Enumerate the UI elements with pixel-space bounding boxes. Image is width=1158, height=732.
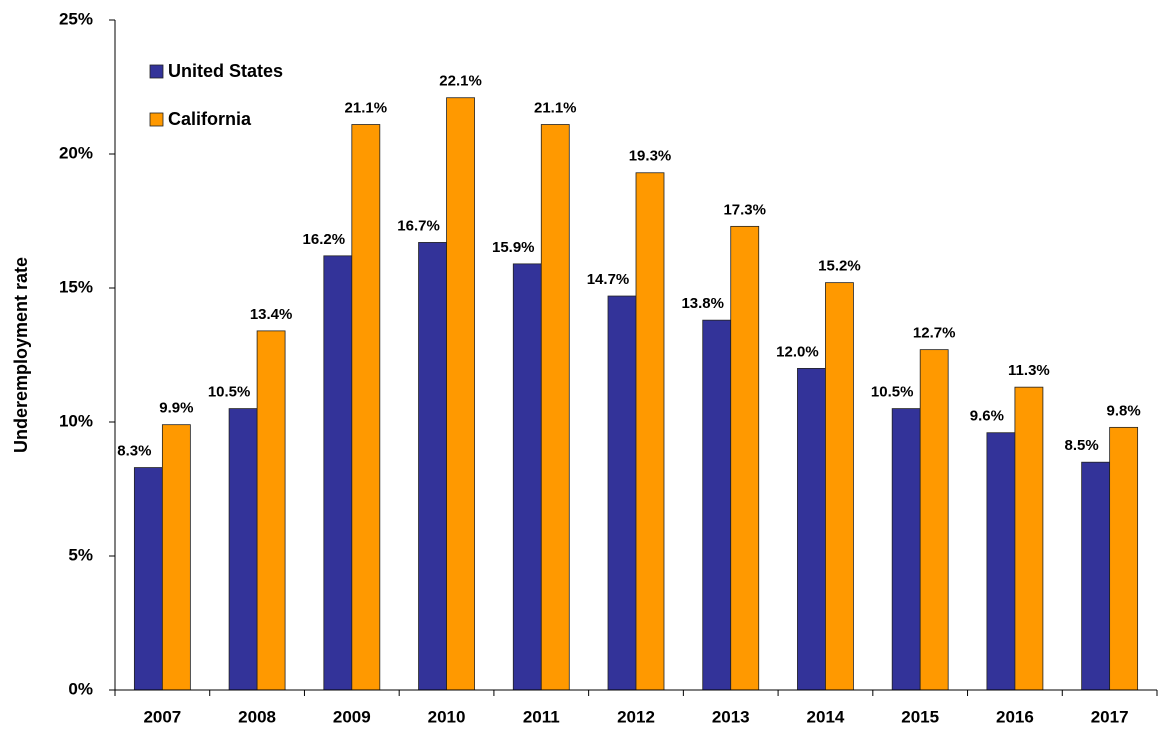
bar [512,263,542,691]
y-tick-label: 15% [59,277,93,296]
bar [351,124,381,691]
value-label: 16.7% [397,217,440,234]
value-label: 15.9% [492,239,535,256]
y-tick-label: 0% [68,679,93,698]
y-tick-label: 10% [59,411,93,430]
bar [919,349,949,691]
value-label: 19.3% [629,148,672,165]
legend-label: United States [168,61,283,81]
x-tick-label: 2010 [428,707,466,726]
value-label: 13.4% [250,306,293,323]
value-label: 8.3% [117,443,151,460]
bar [797,367,826,691]
x-tick-label: 2015 [901,707,939,726]
value-label: 10.5% [208,384,251,401]
legend-swatch [149,64,164,79]
bar [446,97,475,691]
value-label: 12.7% [913,325,956,342]
value-label: 11.3% [1008,362,1050,379]
bar [1109,426,1139,691]
value-label: 16.2% [303,231,346,248]
y-tick-label: 25% [59,9,93,28]
y-axis-label: Underemployment rate [11,257,31,453]
x-tick-label: 2013 [712,707,750,726]
value-label: 9.8% [1107,402,1141,419]
bar [1014,386,1044,691]
bar [607,295,637,691]
value-label: 9.9% [159,400,193,417]
value-label: 9.6% [970,408,1004,425]
value-label: 14.7% [587,271,630,288]
x-tick-label: 2009 [333,707,371,726]
legend-label: California [168,109,252,129]
value-label: 12.0% [776,343,819,360]
bar [825,282,854,691]
x-tick-label: 2008 [238,707,276,726]
bar [730,225,760,691]
value-label: 8.5% [1065,437,1099,454]
x-tick-label: 2017 [1091,707,1129,726]
y-tick-label: 5% [68,545,93,564]
bar [323,255,353,691]
legend-swatch [149,112,164,127]
bar [161,424,191,691]
bar [891,408,921,691]
bar [986,432,1016,691]
bar [540,124,570,691]
bar [1081,461,1111,691]
value-label: 22.1% [439,73,482,90]
x-tick-label: 2012 [617,707,655,726]
bar [228,408,258,691]
value-label: 13.8% [681,295,724,312]
value-label: 10.5% [871,384,914,401]
y-tick-label: 20% [59,143,93,162]
bar [635,172,665,691]
bar [256,330,286,691]
x-tick-label: 2014 [807,707,845,726]
bar [702,319,732,691]
bar [133,467,163,691]
x-tick-label: 2007 [143,707,181,726]
value-label: 21.1% [345,99,388,116]
value-label: 21.1% [534,99,577,116]
value-label: 15.2% [818,258,861,275]
value-label: 17.3% [723,201,766,218]
x-tick-label: 2011 [523,707,560,726]
bar [418,242,447,691]
x-tick-label: 2016 [996,707,1034,726]
